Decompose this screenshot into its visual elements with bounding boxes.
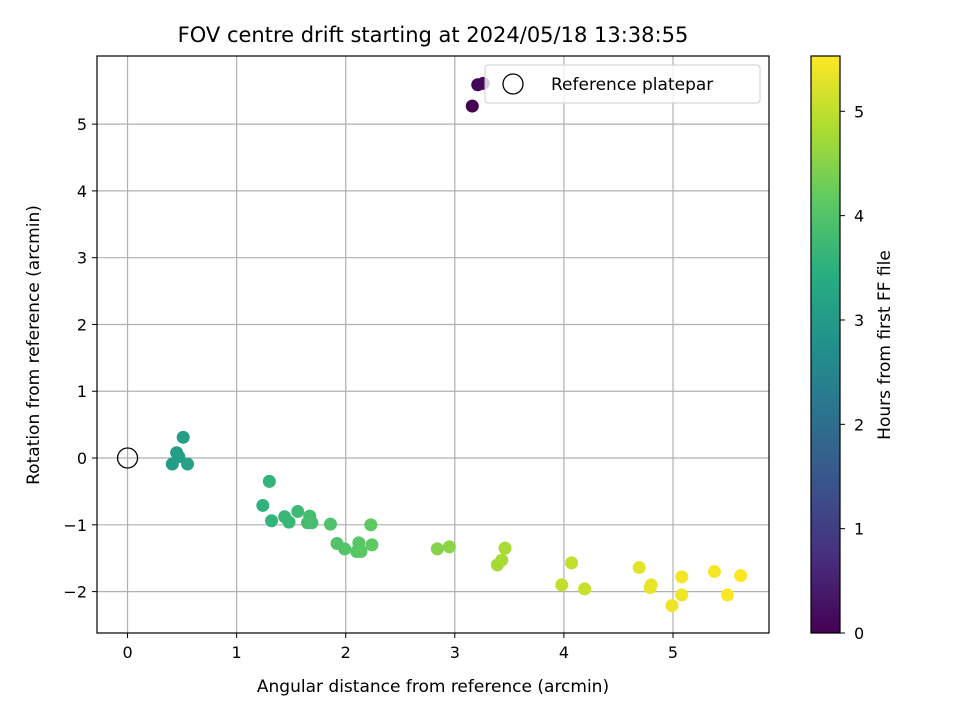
data-point [578,582,592,596]
y-tick-label: 1 [77,382,87,401]
y-tick-label: 4 [77,182,87,201]
reference-point [116,447,139,469]
x-tick-label: 1 [232,643,242,662]
x-tick-label: 4 [559,643,569,662]
y-tick-label: 0 [77,449,87,468]
legend-label: Reference platepar [551,75,713,95]
data-point [498,541,512,555]
legend-reference-marker [502,73,524,95]
y-axis-label: Rotation from reference (arcmin) [24,205,44,485]
data-points [165,76,748,613]
data-point [338,542,352,556]
y-tick-label: −1 [63,516,87,535]
data-point [665,599,679,613]
colorbar-tick-label: 2 [854,415,864,434]
data-point [442,540,456,554]
data-point [176,430,190,444]
data-point [632,561,646,575]
data-point [734,569,748,583]
data-point [675,588,689,602]
data-point [430,542,444,556]
x-axis-ticks: 0 1 2 3 4 5 [122,633,678,662]
grid-lines [97,56,769,633]
colorbar: 0 1 2 3 4 5 Hours from first FF file [810,55,895,643]
x-tick-label: 0 [122,643,132,662]
data-point [172,450,186,464]
data-point [262,474,276,488]
colorbar-gradient [810,55,841,634]
plot-frame [96,55,770,634]
data-point [364,518,378,532]
data-point [354,545,368,559]
x-tick-label: 3 [450,643,460,662]
data-point [365,538,379,552]
data-point [291,504,305,518]
data-point [181,457,195,471]
data-point [465,99,479,113]
data-point [265,514,279,528]
y-axis-ticks: −2 −1 0 1 2 3 4 5 [63,115,97,602]
y-tick-label: 5 [77,115,87,134]
data-point [565,556,579,570]
y-tick-label: 2 [77,315,87,334]
y-tick-label: −2 [63,583,87,602]
colorbar-tick-label: 0 [854,624,864,643]
data-point [555,578,569,592]
x-tick-label: 2 [341,643,351,662]
reference-marker [116,447,139,469]
colorbar-tick-label: 5 [854,102,864,121]
data-point [707,565,721,579]
colorbar-label: Hours from first FF file [875,250,895,440]
x-tick-label: 5 [668,643,678,662]
data-point [305,516,319,530]
legend: Reference platepar [484,64,761,104]
data-point [644,578,658,592]
colorbar-tick-label: 4 [854,207,864,226]
legend-box [484,64,761,104]
data-point [721,588,735,602]
x-axis-label: Angular distance from reference (arcmin) [257,677,609,697]
data-point [675,570,689,584]
colorbar-ticks: 0 1 2 3 4 5 [840,102,864,643]
y-tick-label: 3 [77,249,87,268]
data-point [495,553,509,567]
colorbar-tick-label: 3 [854,311,864,330]
data-point [256,498,270,512]
data-point [282,515,296,529]
data-point [323,517,337,531]
colorbar-tick-label: 1 [854,520,864,539]
chart-title: FOV centre drift starting at 2024/05/18 … [178,23,689,47]
